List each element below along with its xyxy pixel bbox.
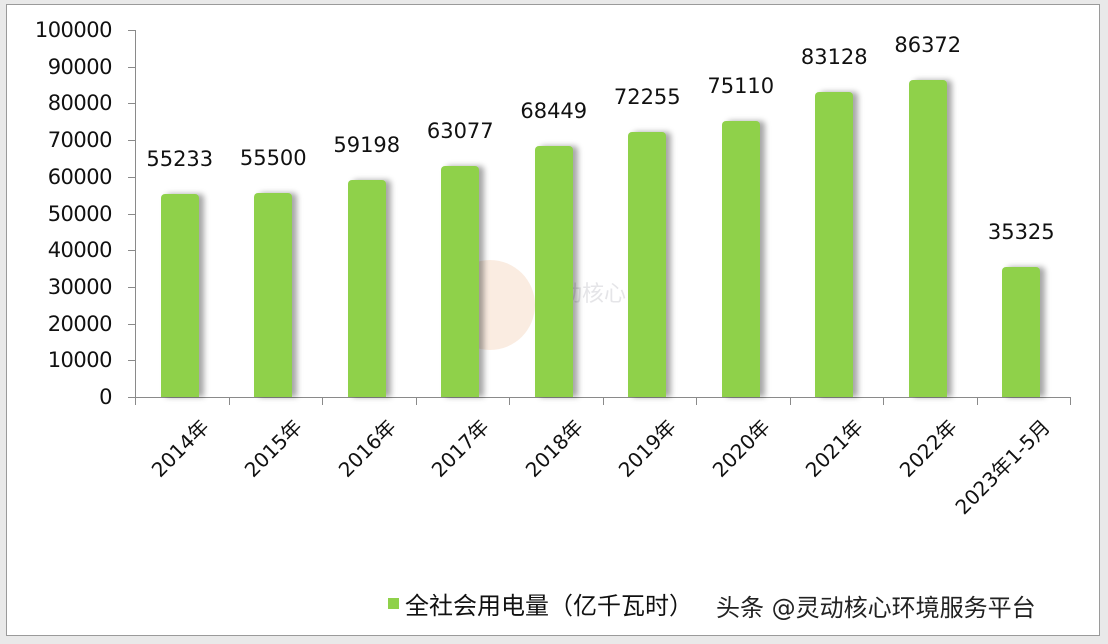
data-label: 59198 [333, 132, 401, 157]
y-tick-label: 100000 [34, 18, 113, 42]
legend: 全社会用电量（亿千瓦时） [388, 586, 693, 621]
y-axis [135, 30, 136, 397]
y-tick [128, 250, 135, 252]
y-tick [128, 397, 135, 398]
data-label: 63077 [426, 118, 494, 143]
data-label: 83128 [800, 44, 868, 69]
y-tick [128, 66, 135, 68]
y-tick [128, 30, 135, 31]
y-tick [128, 286, 135, 288]
y-tick [128, 140, 135, 142]
y-tick-label: 50000 [47, 201, 113, 226]
y-tick-label: 20000 [47, 311, 113, 336]
y-tick-label: 80000 [47, 91, 113, 116]
data-label: 55500 [239, 146, 307, 171]
bar [160, 194, 199, 397]
y-tick [128, 323, 135, 325]
y-tick-label: 0 [99, 385, 112, 409]
bar [908, 80, 947, 397]
x-tick [602, 397, 604, 405]
y-tick [128, 103, 135, 105]
x-tick [415, 397, 417, 405]
data-label: 35325 [987, 220, 1055, 245]
x-tick [228, 397, 230, 405]
y-tick [128, 213, 135, 215]
bar [254, 193, 293, 397]
x-tick [322, 397, 323, 405]
x-tick [509, 397, 510, 405]
data-label: 86372 [894, 33, 962, 57]
x-tick [1070, 397, 1071, 405]
legend-swatch-icon [388, 598, 399, 609]
data-label: 55233 [146, 147, 214, 172]
y-tick [128, 176, 135, 178]
y-tick [128, 360, 135, 362]
bar [815, 91, 854, 397]
bar [721, 121, 760, 397]
bar [441, 165, 480, 397]
watermark-text: 头条 @灵动核心环境服务平台 [716, 594, 1036, 622]
data-label: 72255 [613, 84, 681, 109]
bar [628, 131, 667, 397]
y-tick-label: 60000 [47, 164, 113, 189]
bar [534, 145, 573, 397]
y-tick-label: 70000 [47, 128, 113, 153]
data-label: 75110 [707, 74, 775, 99]
legend-label: 全社会用电量（亿千瓦时） [405, 592, 693, 620]
x-tick [789, 397, 791, 405]
y-tick-label: 40000 [47, 238, 113, 263]
bar [1002, 267, 1041, 397]
data-label: 68449 [520, 98, 588, 123]
x-tick [976, 397, 978, 405]
y-tick-label: 30000 [47, 274, 113, 299]
x-tick [135, 397, 136, 405]
x-tick [696, 397, 697, 405]
x-tick [883, 397, 884, 405]
y-tick-label: 10000 [47, 348, 113, 373]
bar [347, 179, 386, 397]
y-tick-label: 90000 [47, 54, 113, 79]
